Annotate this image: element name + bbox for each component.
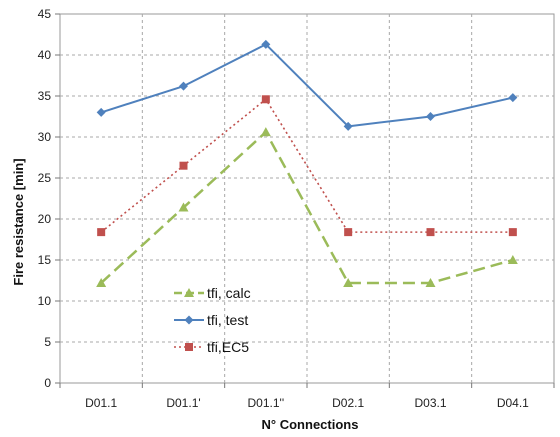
legend-item: tfi,EC5: [174, 339, 249, 355]
legend-marker: [185, 343, 193, 351]
data-point: [97, 228, 106, 237]
data-point: [261, 95, 270, 104]
data-point: [425, 277, 436, 287]
x-tick-label: D02.1: [332, 396, 364, 410]
data-point: [178, 202, 189, 212]
data-point: [96, 107, 106, 117]
data-point: [261, 39, 271, 49]
legend-marker: [184, 315, 194, 325]
data-point: [426, 112, 435, 121]
y-tick-label: 0: [44, 376, 51, 390]
data-point: [507, 255, 518, 264]
y-tick-label: 25: [38, 171, 52, 185]
legend-item: tfi, test: [174, 312, 248, 328]
legend-marker: [184, 288, 194, 297]
y-tick-label: 45: [38, 7, 52, 21]
series-3: [97, 95, 517, 237]
y-tick-label: 35: [38, 89, 52, 103]
y-tick-label: 40: [38, 48, 52, 62]
data-point: [260, 127, 271, 137]
data-point: [343, 277, 354, 287]
y-tick-label: 5: [44, 335, 51, 349]
x-tick-label: D04.1: [497, 396, 529, 410]
series-2: [96, 39, 518, 131]
y-tick-label: 30: [38, 130, 52, 144]
x-axis-title: N° Connections: [262, 417, 359, 432]
y-axis-title: Fire resistance [min]: [11, 158, 26, 285]
legend: tfi, calc tfi, test tfi,EC5: [174, 285, 251, 355]
x-tick-label: D03.1: [414, 396, 446, 410]
y-tick-label: 10: [38, 294, 52, 308]
legend-label: tfi, calc: [207, 285, 251, 301]
data-point: [344, 228, 353, 237]
axes: 0 5 10 15 20 25 30 35 40 45 D01.1 D01.1' D01.1'' D02.…: [38, 7, 555, 410]
x-tick-label: D01.1': [166, 396, 200, 410]
data-point: [96, 277, 107, 287]
y-tick-label: 20: [38, 212, 52, 226]
legend-label: tfi, test: [207, 312, 248, 328]
data-point: [508, 228, 517, 237]
grid: [59, 13, 555, 384]
data-point: [179, 81, 188, 91]
data-point: [508, 93, 518, 103]
series-layer: [96, 39, 518, 287]
x-tick-label: D01.1: [85, 396, 117, 410]
legend-label: tfi,EC5: [207, 339, 249, 355]
data-point: [179, 161, 188, 170]
data-point: [426, 228, 435, 237]
y-tick-label: 15: [38, 253, 52, 267]
series-1: [96, 127, 518, 287]
x-tick-label: D01.1'': [248, 396, 285, 410]
data-point: [343, 121, 353, 131]
legend-item: tfi, calc: [174, 285, 251, 301]
series-line: [100, 43, 514, 128]
series-line: [100, 130, 514, 285]
